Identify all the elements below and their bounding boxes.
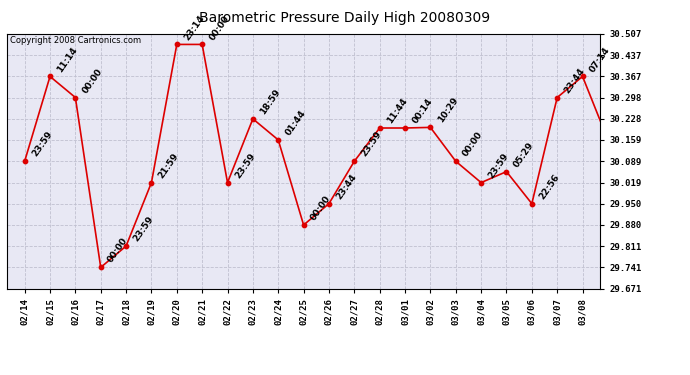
Text: Copyright 2008 Cartronics.com: Copyright 2008 Cartronics.com [10, 36, 141, 45]
Text: 23:59: 23:59 [360, 130, 384, 159]
Point [298, 222, 309, 228]
Point [349, 158, 360, 164]
Text: 23:59: 23:59 [233, 151, 257, 180]
Point [121, 243, 132, 249]
Text: 00:14: 00:14 [411, 97, 434, 125]
Point [425, 124, 436, 130]
Point [171, 41, 182, 47]
Text: 01:44: 01:44 [284, 108, 308, 137]
Text: 00:00: 00:00 [462, 130, 485, 159]
Text: 05:29: 05:29 [512, 140, 536, 169]
Point [95, 264, 106, 270]
Point [273, 137, 284, 143]
Point [577, 74, 588, 80]
Point [222, 180, 233, 186]
Text: 23:59: 23:59 [486, 151, 511, 180]
Point [324, 201, 335, 207]
Text: 23:44: 23:44 [563, 66, 586, 95]
Text: 22:56: 22:56 [538, 172, 561, 201]
Point [526, 201, 538, 207]
Point [44, 74, 55, 80]
Point [19, 158, 30, 164]
Point [70, 94, 81, 100]
Point [400, 125, 411, 131]
Point [247, 116, 258, 122]
Text: 00:00: 00:00 [0, 374, 1, 375]
Point [197, 41, 208, 47]
Point [475, 180, 486, 186]
Text: 00:00: 00:00 [81, 66, 104, 95]
Text: 00:00: 00:00 [208, 13, 231, 42]
Text: 10:29: 10:29 [436, 96, 460, 124]
Text: Barometric Pressure Daily High 20080309: Barometric Pressure Daily High 20080309 [199, 11, 491, 25]
Text: 23:44: 23:44 [335, 172, 358, 201]
Text: 18:59: 18:59 [259, 87, 282, 116]
Text: 07:14: 07:14 [588, 45, 612, 74]
Text: 23:14: 23:14 [182, 13, 206, 42]
Text: 00:00: 00:00 [309, 194, 333, 222]
Text: 21:59: 21:59 [157, 151, 181, 180]
Text: 23:59: 23:59 [30, 130, 54, 159]
Text: 11:44: 11:44 [385, 96, 409, 125]
Point [374, 125, 385, 131]
Point [552, 94, 563, 100]
Text: 23:59: 23:59 [132, 214, 155, 243]
Point [602, 137, 613, 143]
Text: 11:14: 11:14 [56, 45, 79, 74]
Point [451, 158, 462, 164]
Point [146, 180, 157, 186]
Text: 00:00: 00:00 [106, 236, 130, 265]
Point [501, 169, 512, 175]
